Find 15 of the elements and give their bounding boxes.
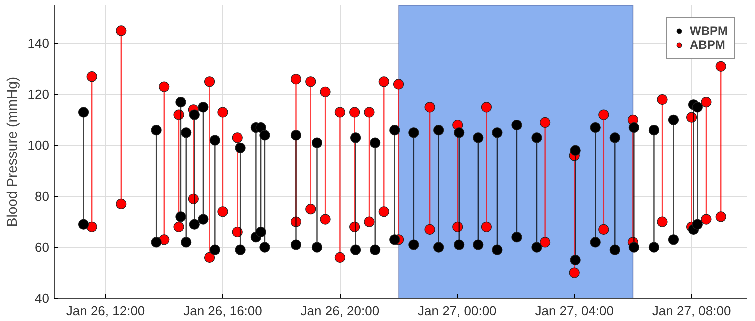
y-axis-title: Blood Pressure (mmHg) (4, 76, 20, 228)
x-tick-label: Jan 27, 00:00 (418, 304, 497, 318)
legend-label: WBPM (690, 24, 728, 38)
y-tick-label: 60 (35, 240, 50, 256)
y-tick-label: 100 (28, 138, 50, 154)
legend-label: ABPM (690, 38, 726, 52)
x-tick-label: Jan 27, 04:00 (535, 304, 614, 318)
x-tick-label: Jan 26, 12:00 (66, 304, 146, 318)
y-tick-label: 120 (28, 87, 50, 102)
y-tick-label: 140 (28, 36, 50, 52)
y-tick-label: 80 (35, 189, 50, 204)
y-tick-label: 40 (35, 291, 50, 306)
x-tick-label: Jan 27, 08:00 (652, 304, 732, 318)
x-tick-label: Jan 26, 20:00 (300, 304, 380, 318)
x-tick-label: Jan 26, 16:00 (184, 304, 262, 318)
